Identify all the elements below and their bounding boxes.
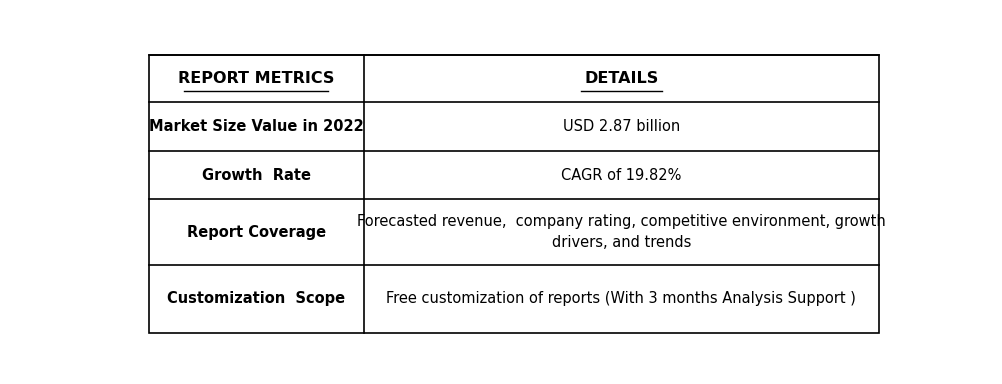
Text: Forecasted revenue,  company rating, competitive environment, growth
drivers, an: Forecasted revenue, company rating, comp…	[357, 214, 886, 250]
Text: DETAILS: DETAILS	[584, 71, 658, 86]
Text: Customization  Scope: Customization Scope	[167, 291, 346, 306]
Text: USD 2.87 billion: USD 2.87 billion	[562, 119, 679, 134]
Text: Market Size Value in 2022: Market Size Value in 2022	[149, 119, 364, 134]
Text: REPORT METRICS: REPORT METRICS	[178, 71, 335, 86]
Text: Free customization of reports (With 3 months Analysis Support ): Free customization of reports (With 3 mo…	[386, 291, 856, 306]
Text: Growth  Rate: Growth Rate	[201, 168, 311, 183]
Text: CAGR of 19.82%: CAGR of 19.82%	[561, 168, 681, 183]
Text: Report Coverage: Report Coverage	[186, 225, 326, 240]
